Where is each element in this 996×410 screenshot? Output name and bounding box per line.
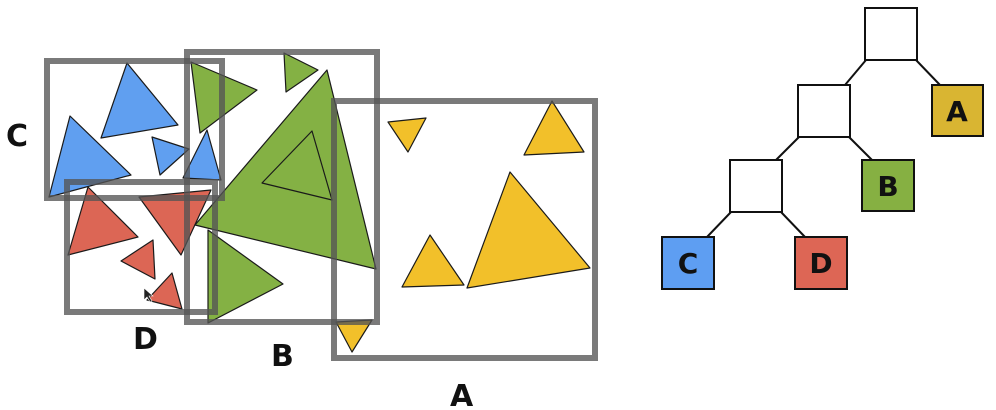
volume-label-b: B bbox=[271, 339, 294, 374]
bounding-box-b bbox=[184, 49, 380, 325]
scene-triangles bbox=[48, 52, 591, 353]
triangle-b bbox=[283, 52, 319, 93]
tree-leaf-label-c: C bbox=[678, 247, 699, 280]
tree-inner-node bbox=[729, 159, 783, 213]
triangle-d bbox=[146, 272, 183, 310]
tree-edge bbox=[844, 59, 867, 86]
triangle-d bbox=[67, 186, 139, 256]
tree-edge bbox=[780, 211, 806, 238]
triangle-a bbox=[401, 234, 465, 288]
triangle-a bbox=[387, 117, 427, 153]
bounding-box-d bbox=[64, 179, 218, 315]
mouse-cursor-icon bbox=[143, 287, 154, 303]
tree-leaf-b bbox=[861, 159, 915, 212]
triangle-c bbox=[100, 62, 179, 139]
triangle-a bbox=[523, 100, 585, 156]
triangle-a bbox=[466, 171, 591, 289]
tree-inner-node bbox=[797, 84, 851, 138]
volume-label-a: A bbox=[450, 379, 474, 410]
tree-leaf-d bbox=[794, 236, 848, 290]
bounding-box-a bbox=[331, 98, 598, 361]
tree-leaf-label-b: B bbox=[877, 170, 898, 203]
tree-leaf-a bbox=[931, 84, 984, 137]
triangle-b bbox=[261, 130, 333, 201]
triangle-c bbox=[48, 115, 132, 198]
tree-leaf-label-d: D bbox=[809, 247, 832, 280]
triangle-d bbox=[120, 239, 156, 280]
tree-edge bbox=[706, 211, 732, 238]
volume-label-d: D bbox=[133, 322, 158, 357]
tree-root-node bbox=[864, 7, 918, 61]
tree-leaf-label-a: A bbox=[946, 95, 968, 128]
triangle-b bbox=[207, 229, 284, 324]
bounding-volumes bbox=[44, 49, 598, 361]
triangle-d bbox=[138, 189, 212, 256]
triangle-c bbox=[151, 136, 190, 176]
volume-label-c: C bbox=[6, 119, 28, 154]
tree-edge bbox=[775, 136, 800, 161]
tree-leaf-c bbox=[661, 236, 715, 290]
bounding-box-c bbox=[44, 58, 225, 201]
tree-edge bbox=[848, 136, 873, 161]
bvh-tree: A B C D bbox=[661, 7, 984, 290]
tree-edge bbox=[915, 59, 941, 86]
